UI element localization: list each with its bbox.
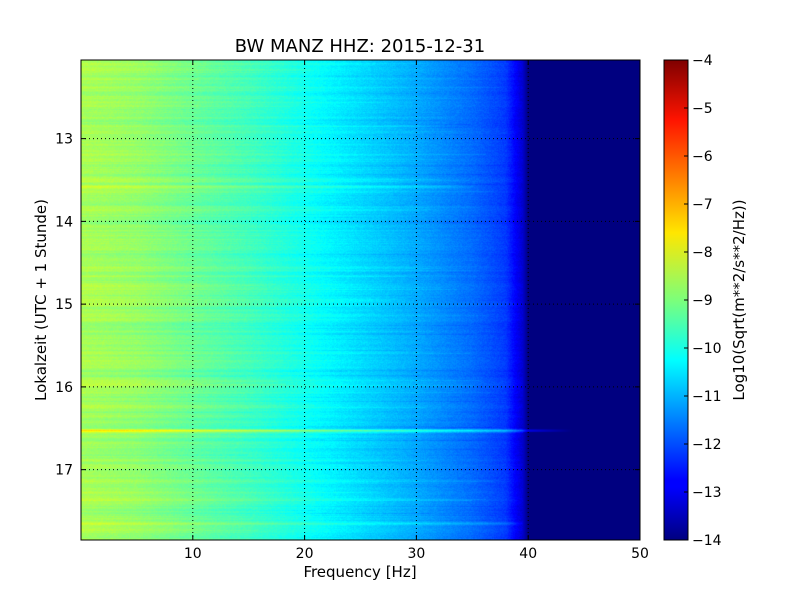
colorbar-label: Log10(Sqrt(m**2/s**2/Hz)) (730, 199, 748, 400)
colorbar-tick-label: −9 (692, 293, 713, 309)
y-tick-label: 16 (55, 380, 73, 396)
colorbar-tick-label: −5 (692, 101, 713, 117)
y-tick-label: 17 (55, 463, 73, 479)
colorbar-tick-label: −4 (692, 53, 713, 69)
x-tick-label: 40 (519, 546, 537, 562)
colorbar-tick-label: −6 (692, 149, 713, 165)
colorbar-tick-label: −11 (692, 389, 722, 405)
colorbar-tick-label: −13 (692, 485, 722, 501)
grid-lines (81, 60, 640, 540)
colorbar-tick-label: −14 (692, 533, 722, 549)
colorbar-tick-label: −10 (692, 341, 722, 357)
x-tick-label: 50 (631, 546, 649, 562)
x-axis-ticks: 10 20 30 40 50 (184, 60, 649, 562)
colorbar-tick-label: −8 (692, 245, 713, 261)
y-axis-label: Lokalzeit (UTC + 1 Stunde) (32, 199, 50, 401)
plot-area: 10 20 30 40 50 13 14 15 16 17 (55, 59, 649, 562)
y-tick-label: 14 (55, 214, 73, 230)
colorbar-ticks: −14 −13 −12 −11 −10 −9 −8 −7 −6 −5 −4 (684, 53, 722, 549)
heatmap-image (81, 60, 640, 540)
x-tick-label: 20 (296, 546, 314, 562)
colorbar: −14 −13 −12 −11 −10 −9 −8 −7 −6 −5 −4 (663, 53, 722, 549)
colorbar-tick-label: −12 (692, 437, 722, 453)
y-tick-label: 13 (55, 132, 73, 148)
chart-title: BW MANZ HHZ: 2015-12-31 (235, 36, 485, 57)
y-tick-label: 15 (55, 297, 73, 313)
x-axis-label: Frequency [Hz] (303, 563, 416, 581)
y-axis-ticks: 13 14 15 16 17 (55, 132, 640, 479)
x-tick-label: 30 (407, 546, 425, 562)
colorbar-tick-label: −7 (692, 197, 713, 213)
x-tick-label: 10 (184, 546, 202, 562)
plot-frame (80, 59, 641, 541)
